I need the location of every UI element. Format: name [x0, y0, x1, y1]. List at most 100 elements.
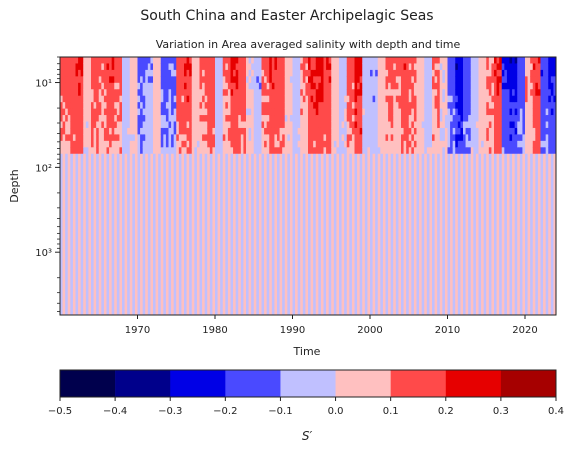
heatmap-cell — [359, 276, 363, 284]
heatmap-cell — [186, 89, 190, 97]
heatmap-cell — [70, 218, 74, 226]
heatmap-cell — [336, 179, 340, 187]
heatmap-cell — [191, 250, 195, 258]
heatmap-cell — [367, 140, 371, 148]
heatmap-cell — [315, 127, 319, 135]
heatmap-cell — [173, 192, 177, 200]
heatmap-cell — [204, 224, 208, 232]
heatmap-cell — [313, 179, 317, 187]
heatmap-cell — [116, 147, 120, 155]
heatmap-cell — [331, 147, 335, 155]
heatmap-cell — [344, 134, 348, 142]
heatmap-cell — [253, 269, 257, 277]
heatmap-cell — [142, 192, 146, 200]
heatmap-cell — [354, 121, 358, 129]
heatmap-cell — [346, 186, 350, 193]
heatmap-cell — [88, 108, 92, 116]
heatmap-cell — [83, 237, 87, 245]
heatmap-cell — [279, 95, 283, 103]
heatmap-cell — [331, 186, 335, 193]
heatmap-cell — [67, 108, 71, 116]
heatmap-cell — [289, 250, 293, 258]
heatmap-cell — [215, 224, 218, 232]
heatmap-cell — [220, 57, 224, 64]
heatmap-cell — [215, 69, 218, 77]
heatmap-cell — [287, 127, 291, 135]
heatmap-cell — [72, 63, 76, 71]
heatmap-cell — [147, 276, 151, 284]
heatmap-cell — [184, 95, 187, 103]
heatmap-cell — [116, 63, 120, 71]
heatmap-cell — [380, 57, 384, 64]
heatmap-cell — [354, 263, 358, 271]
heatmap-cell — [207, 192, 211, 200]
heatmap-cell — [196, 289, 200, 297]
heatmap-cell — [196, 231, 200, 238]
heatmap-cell — [202, 269, 206, 277]
heatmap-cell — [313, 224, 317, 232]
heatmap-cell — [65, 173, 69, 180]
heatmap-cell — [173, 224, 177, 232]
heatmap-cell — [274, 211, 278, 219]
heatmap-cell — [181, 192, 185, 200]
heatmap-cell — [357, 289, 361, 297]
heatmap-cell — [295, 302, 299, 309]
heatmap-cell — [233, 282, 237, 290]
heatmap-cell — [269, 63, 273, 71]
heatmap-cell — [181, 102, 185, 109]
heatmap-cell — [85, 295, 89, 303]
heatmap-cell — [106, 263, 110, 271]
heatmap-cell — [256, 302, 260, 309]
heatmap-cell — [256, 224, 260, 232]
heatmap-cell — [91, 244, 94, 251]
heatmap-cell — [227, 269, 231, 277]
heatmap-cell — [282, 244, 286, 251]
heatmap-cell — [377, 308, 381, 315]
heatmap-cell — [124, 76, 128, 84]
heatmap-cell — [72, 102, 76, 109]
heatmap-cell — [230, 231, 234, 238]
heatmap-cell — [142, 108, 146, 116]
heatmap-cell — [153, 295, 156, 303]
heatmap-cell — [124, 231, 128, 238]
heatmap-cell — [153, 147, 156, 155]
heatmap-cell — [158, 127, 162, 135]
heatmap-cell — [351, 192, 355, 200]
heatmap-cell — [88, 308, 92, 315]
heatmap-cell — [116, 289, 120, 297]
heatmap-cell — [256, 140, 260, 148]
heatmap-cell — [282, 115, 286, 122]
heatmap-cell — [305, 153, 309, 161]
heatmap-cell — [238, 269, 242, 277]
heatmap-cell — [215, 269, 218, 277]
heatmap-cell — [246, 295, 249, 303]
heatmap-cell — [116, 295, 120, 303]
heatmap-cell — [256, 160, 260, 168]
heatmap-cell — [271, 231, 275, 238]
heatmap-cell — [129, 276, 133, 284]
heatmap-cell — [323, 102, 327, 109]
heatmap-cell — [62, 244, 66, 251]
heatmap-cell — [168, 250, 172, 258]
heatmap-cell — [150, 134, 154, 142]
heatmap-cell — [96, 269, 100, 277]
heatmap-cell — [377, 121, 381, 129]
heatmap-cell — [137, 57, 141, 64]
heatmap-cell — [354, 95, 358, 103]
heatmap-cell — [222, 108, 226, 116]
heatmap-cell — [233, 108, 237, 116]
heatmap-cell — [230, 166, 234, 174]
heatmap-cell — [313, 218, 317, 226]
heatmap-cell — [150, 198, 154, 206]
heatmap-cell — [65, 231, 69, 238]
heatmap-cell — [191, 231, 195, 238]
heatmap-cell — [163, 63, 167, 71]
heatmap-cell — [145, 250, 149, 258]
heatmap-cell — [256, 121, 260, 129]
heatmap-cell — [328, 179, 332, 187]
heatmap-cell — [88, 89, 92, 97]
heatmap-cell — [287, 95, 291, 103]
heatmap-cell — [302, 186, 306, 193]
heatmap-cell — [235, 276, 239, 284]
heatmap-cell — [331, 224, 335, 232]
